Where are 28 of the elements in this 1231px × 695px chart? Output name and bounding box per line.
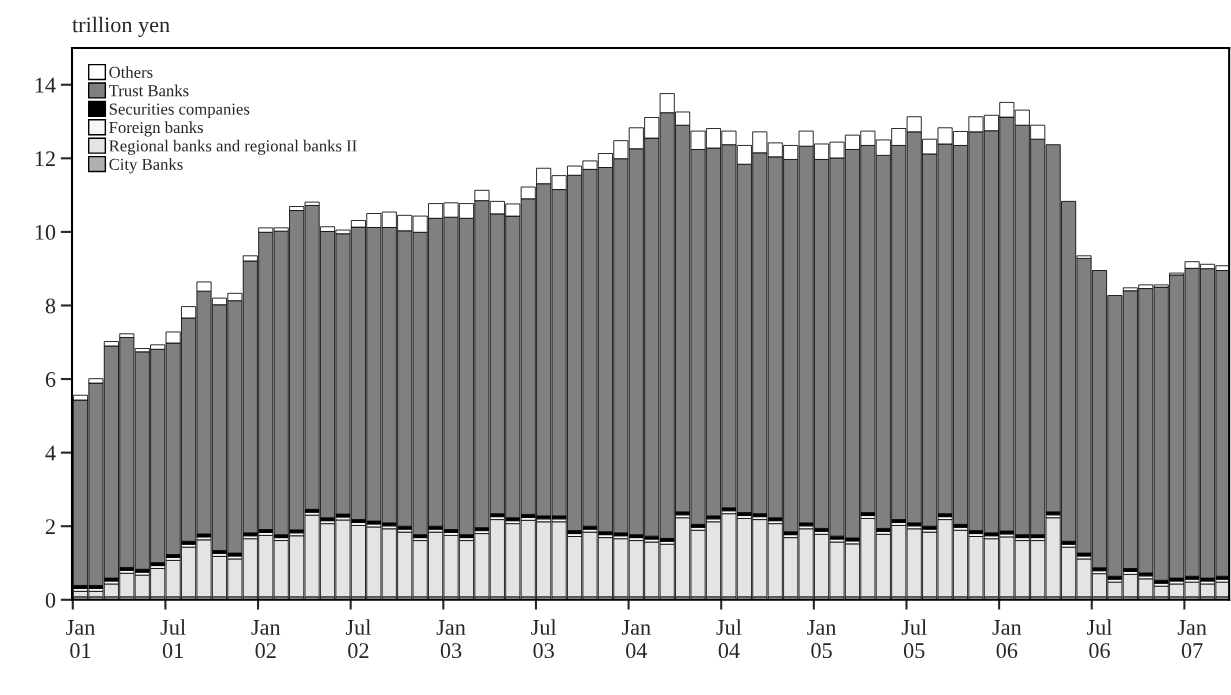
legend-label: Regional banks and regional banks II: [109, 139, 357, 155]
y-tick-label: 14: [35, 77, 56, 93]
x-tick-label: Jan 06: [992, 620, 1022, 659]
x-tick-label: Jan 07: [1177, 620, 1207, 659]
x-tick-label: Jan 03: [436, 620, 466, 659]
x-tick-label: Jan 01: [66, 620, 95, 659]
x-tick-label: Jul 06: [1086, 619, 1112, 659]
y-tick-label: 12: [35, 151, 55, 167]
x-tick-label: Jul 03: [531, 619, 557, 659]
y-tick-label: 8: [45, 298, 56, 314]
legend-label: Others: [109, 66, 153, 78]
y-axis-title: trillion yen: [72, 16, 170, 37]
y-tick-label: 0: [45, 592, 56, 608]
x-tick-label: Jan 04: [621, 620, 651, 659]
y-tick-label: 4: [45, 445, 56, 461]
x-tick-label: Jul 01: [160, 619, 186, 659]
legend-label: City Banks: [109, 158, 183, 174]
y-tick-label: 10: [35, 224, 56, 240]
x-tick-label: Jul 05: [901, 619, 927, 659]
x-tick-label: Jan 05: [807, 620, 837, 659]
y-tick-label: 6: [45, 372, 56, 387]
legend-label: Trust Banks: [108, 84, 189, 97]
y-tick-label: 2: [45, 519, 55, 534]
x-tick-label: Jan 02: [251, 620, 281, 659]
legend-label: Foreign banks: [109, 121, 203, 137]
x-tick-label: Jul 04: [716, 619, 742, 659]
x-tick-label: Jul 02: [345, 619, 371, 659]
legend-label: Securities companies: [109, 103, 250, 119]
